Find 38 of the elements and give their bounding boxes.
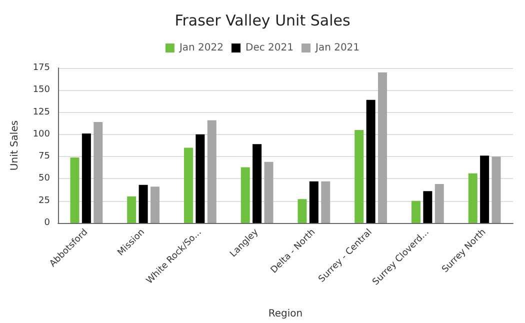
bar (150, 186, 160, 223)
y-tick-label: 50 (38, 174, 50, 184)
legend-label: Dec 2021 (246, 42, 294, 54)
x-axis-title: Region (268, 308, 303, 320)
bar (94, 122, 103, 223)
bar (411, 200, 420, 223)
y-axis-title: Unit Sales (10, 120, 20, 171)
y-tick-label: 75 (38, 152, 50, 162)
bar (264, 162, 274, 223)
legend-label: Jan 2021 (314, 42, 360, 54)
bar (434, 184, 444, 223)
bar (240, 167, 250, 223)
bar (207, 120, 216, 223)
bar (321, 181, 330, 223)
y-tick-label: 25 (38, 196, 50, 206)
y-tick-label: 175 (32, 63, 50, 73)
bar (298, 199, 307, 223)
bar (354, 130, 364, 223)
bar (196, 134, 205, 223)
bar (378, 72, 388, 223)
bar (138, 184, 148, 223)
bar (252, 144, 262, 223)
bar (82, 134, 91, 223)
bar (492, 156, 501, 223)
y-tick-label: 150 (32, 85, 50, 96)
bar (309, 181, 318, 223)
bar (127, 196, 136, 223)
bar (70, 157, 80, 223)
bar (184, 148, 193, 223)
bar (468, 173, 478, 223)
y-tick-label: 125 (32, 107, 50, 118)
bar (366, 100, 376, 223)
legend-label: Jan 2022 (178, 42, 224, 54)
y-tick-label: 0 (44, 218, 50, 228)
chart-title: Fraser Valley Unit Sales (174, 12, 350, 30)
bar (423, 191, 432, 223)
y-tick-label: 100 (32, 129, 50, 140)
bar (480, 156, 490, 223)
